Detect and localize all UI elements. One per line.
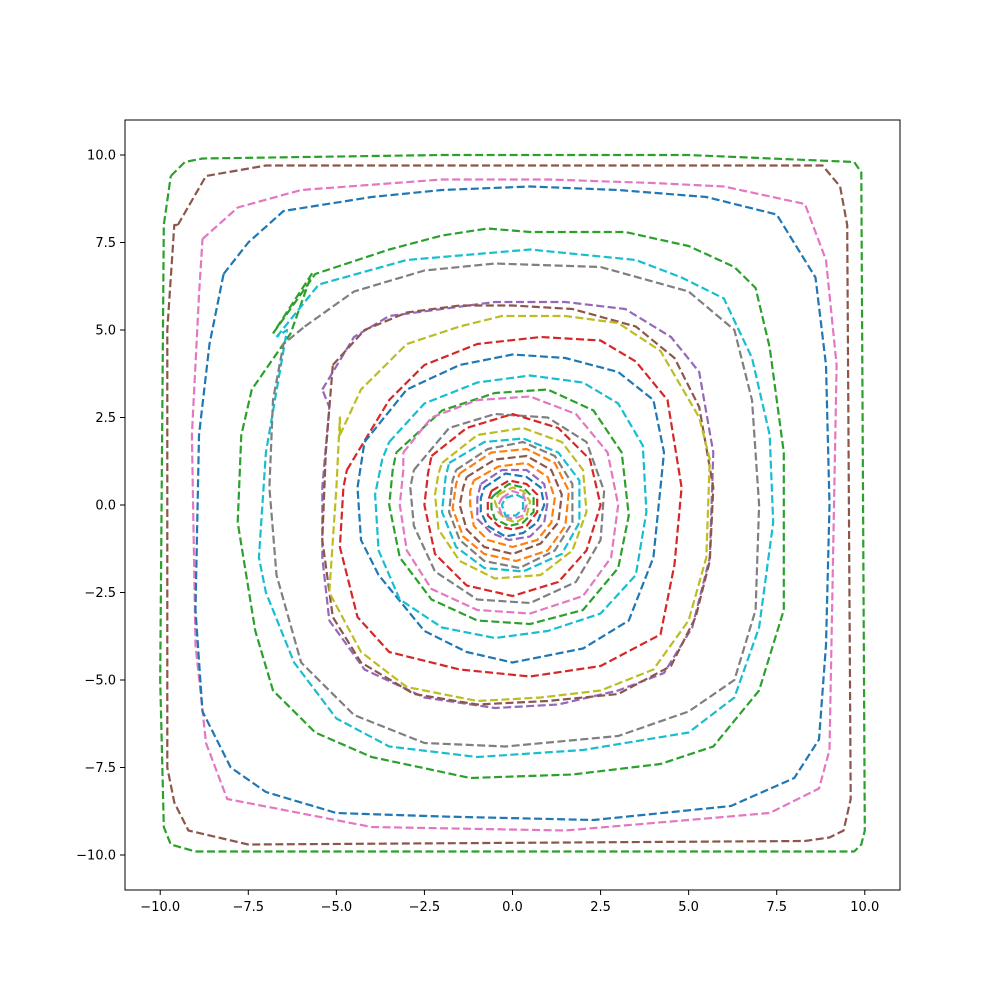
series-line-5 (236, 227, 785, 780)
series-layer (159, 153, 866, 853)
y-tick-label: 0.0 (95, 499, 116, 514)
series-line-18 (433, 426, 588, 580)
series-line-1 (159, 153, 866, 853)
series-line-4 (194, 185, 831, 822)
x-tick-label: 5.0 (678, 900, 699, 915)
series-line-23 (469, 461, 556, 549)
series-line-21 (451, 447, 571, 563)
series-line-17 (423, 412, 602, 598)
series-line-12 (356, 353, 666, 664)
y-tick-label: −2.5 (84, 586, 116, 601)
series-line-22 (458, 454, 563, 556)
x-tick-label: −5.0 (321, 900, 353, 915)
series-line-3 (190, 178, 838, 832)
x-tick-label: −7.5 (233, 900, 265, 915)
series-line-19 (440, 437, 581, 573)
axes-frame (124, 119, 901, 891)
y-tick-label: 7.5 (95, 236, 116, 251)
series-line-6 (257, 248, 775, 759)
series-line-7 (268, 262, 761, 748)
y-tick-label: −7.5 (84, 761, 116, 776)
x-tick-label: −2.5 (409, 900, 441, 915)
series-line-13 (374, 374, 648, 640)
series-line-27 (490, 482, 535, 528)
x-tick-label: −10.0 (140, 900, 180, 915)
series-line-20 (448, 440, 574, 570)
x-tick-label: 0.0 (502, 900, 523, 915)
series-line-8 (321, 300, 715, 710)
series-line-15 (398, 395, 620, 615)
series-line-14 (388, 388, 630, 626)
series-line-28 (493, 486, 532, 524)
series-line-9 (321, 304, 715, 706)
x-axis: −10.0 −7.5 −5.0 −2.5 0.0 2.5 5.0 7.5 10.0 (140, 890, 879, 915)
series-line-29 (497, 489, 528, 521)
y-tick-label: 2.5 (95, 411, 116, 426)
series-line-16 (409, 412, 606, 605)
series-line-11 (338, 335, 683, 678)
y-tick-label: −10.0 (76, 849, 116, 864)
y-tick-label: −5.0 (84, 674, 116, 689)
series-line-26 (486, 479, 539, 531)
y-tick-label: 10.0 (87, 149, 116, 164)
series-line-24 (476, 468, 549, 542)
series-line-2 (166, 164, 852, 846)
x-tick-label: 2.5 (590, 900, 611, 915)
series-line-25 (479, 472, 546, 538)
x-tick-label: 10.0 (850, 900, 879, 915)
series-line-30 (500, 493, 525, 517)
y-axis: −10.0 −7.5 −5.0 −2.5 0.0 2.5 5.0 7.5 10.0 (76, 149, 125, 864)
x-tick-label: 7.5 (766, 900, 787, 915)
y-tick-label: 5.0 (95, 324, 116, 339)
